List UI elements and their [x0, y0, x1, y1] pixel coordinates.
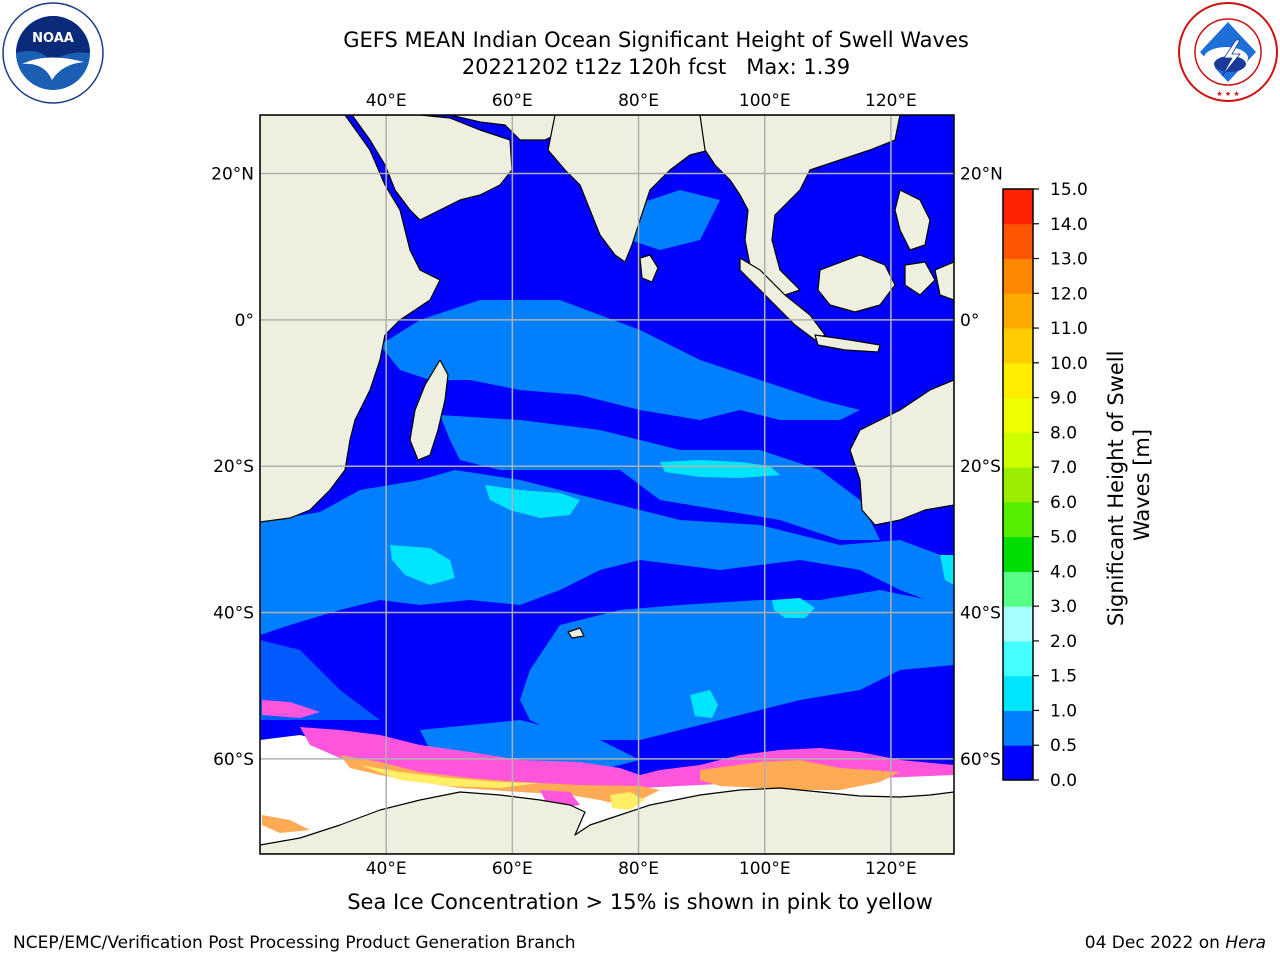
colorbar-segment-11 — [1003, 362, 1033, 399]
colorbar-segment-6 — [1003, 536, 1033, 572]
chart-title: GEFS MEAN Indian Ocean Significant Heigh… — [343, 28, 969, 52]
colorbar-label-13: 11.0 — [1050, 319, 1088, 339]
colorbar-label-15: 13.0 — [1050, 250, 1088, 270]
lat-label-left--60: 60°S — [213, 750, 254, 770]
colorbar-label-4: 2.0 — [1050, 632, 1077, 652]
colorbar-segment-5 — [1003, 571, 1033, 607]
land-sulawesi — [904, 261, 936, 296]
colorbar-label-2: 1.0 — [1050, 701, 1077, 721]
graticule — [260, 115, 954, 854]
colorbar-label-11: 9.0 — [1050, 389, 1077, 409]
lon-label-top-60: 60°E — [492, 91, 533, 111]
colorbar — [1002, 188, 1034, 781]
land-borneo — [817, 254, 896, 313]
lon-labels-bottom: 40°E 60°E 80°E 100°E 120°E — [366, 859, 917, 879]
colorbar-segment-9 — [1003, 432, 1033, 468]
land-new-guinea — [934, 261, 954, 301]
lat-label-right-20: 20°N — [960, 165, 1003, 185]
lat-label-left--40: 40°S — [213, 604, 254, 624]
run-date: 04 Dec 2022 on Hera — [1085, 933, 1266, 953]
colorbar-segment-13 — [1003, 293, 1033, 329]
lon-label-bottom-60: 60°E — [492, 859, 533, 879]
colorbar-label-6: 4.0 — [1050, 562, 1077, 582]
colorbar-label-0: 0.0 — [1050, 771, 1077, 791]
colorbar-segment-16 — [1003, 189, 1033, 225]
land-antarctica — [260, 787, 954, 854]
lat-label-right-0: 0° — [960, 311, 979, 331]
lon-label-top-120: 120°E — [865, 91, 917, 111]
lon-label-bottom-120: 120°E — [865, 859, 917, 879]
colorbar-frame — [1002, 188, 1034, 781]
lat-label-left-0: 0° — [235, 311, 254, 331]
lon-label-bottom-80: 80°E — [618, 859, 659, 879]
nws-logo: ★ ★ ★ — [1178, 2, 1278, 102]
colorbar-label-1: 0.5 — [1050, 736, 1077, 756]
colorbar-title-line1: Significant Height of Swell — [1104, 351, 1128, 627]
colorbar-labels: 0.0 0.5 1.0 1.5 2.0 3.0 4.0 5.0 6.0 7.0 8.0 9.0 10.0… — [1033, 180, 1088, 791]
noaa-logo: NOAA — [2, 2, 104, 104]
map-frame — [259, 114, 955, 855]
colorbar-segment-4 — [1003, 606, 1033, 642]
land-india — [547, 115, 721, 263]
colorbar-segment-15 — [1003, 223, 1033, 260]
land-madagascar — [409, 359, 449, 461]
lat-label-left-20: 20°N — [211, 165, 254, 185]
map-area — [260, 115, 954, 854]
land-kerguelen — [567, 627, 585, 639]
colorbar-segment-1 — [1003, 710, 1033, 746]
colorbar-label-10: 8.0 — [1050, 423, 1077, 443]
colorbar-segment-2 — [1003, 675, 1033, 711]
land-java — [814, 334, 881, 353]
land-masses — [260, 115, 954, 854]
colorbar-title: Significant Height of Swell Waves [m] — [1104, 344, 1154, 626]
lon-label-bottom-100: 100°E — [739, 859, 791, 879]
chart-subtitle: 20221202 t12z 120h fcst Max: 1.39 — [461, 55, 851, 79]
colorbar-segment-12 — [1003, 328, 1033, 364]
colorbar-title-line2: Waves [m] — [1130, 429, 1154, 541]
lat-labels-left: 20°N 0° 20°S 40°S 60°S — [211, 165, 254, 770]
colorbar-segment-3 — [1003, 640, 1033, 677]
lat-label-right--20: 20°S — [960, 457, 1001, 477]
swell-band-1-0 — [390, 460, 954, 718]
credit-text: NCEP/EMC/Verification Post Processing Pr… — [13, 933, 576, 953]
colorbar-label-16: 14.0 — [1050, 215, 1088, 235]
run-host: Hera — [1225, 933, 1266, 953]
colorbar-label-5: 3.0 — [1050, 597, 1077, 617]
lat-label-right--60: 60°S — [960, 750, 1001, 770]
land-philippines — [894, 189, 931, 251]
lon-label-top-40: 40°E — [366, 91, 407, 111]
land-sri-lanka — [639, 254, 659, 283]
colorbar-label-3: 1.5 — [1050, 667, 1077, 687]
lat-labels-right: 20°N 0° 20°S 40°S 60°S — [960, 165, 1003, 770]
lon-label-bottom-40: 40°E — [366, 859, 407, 879]
lat-label-right--40: 40°S — [960, 604, 1001, 624]
noaa-logo-text: NOAA — [32, 31, 74, 46]
colorbar-label-14: 12.0 — [1050, 284, 1088, 304]
land-southeast-asia — [699, 115, 901, 296]
run-date-text: 04 Dec 2022 on — [1084, 933, 1220, 953]
land-arabia — [351, 115, 513, 221]
colorbar-label-8: 6.0 — [1050, 493, 1077, 513]
land-australia — [849, 379, 954, 526]
swell-band-0-5 — [260, 190, 954, 770]
sea-ice-caption: Sea Ice Concentration > 15% is shown in … — [347, 890, 933, 914]
colorbar-segment-8 — [1003, 467, 1033, 503]
lat-label-left--20: 20°S — [213, 457, 254, 477]
land-africa — [260, 115, 441, 523]
colorbar-segment-14 — [1003, 258, 1033, 294]
colorbar-label-12: 10.0 — [1050, 354, 1088, 374]
colorbar-segment-10 — [1003, 397, 1033, 433]
colorbar-segment-0 — [1003, 745, 1033, 781]
svg-text:★ ★ ★: ★ ★ ★ — [1216, 90, 1239, 98]
colorbar-label-17: 15.0 — [1050, 180, 1088, 200]
lon-label-top-100: 100°E — [739, 91, 791, 111]
lon-labels-top: 40°E 60°E 80°E 100°E 120°E — [366, 91, 917, 111]
colorbar-segment-7 — [1003, 501, 1033, 538]
lon-label-top-80: 80°E — [618, 91, 659, 111]
colorbar-label-7: 5.0 — [1050, 528, 1077, 548]
colorbar-label-9: 7.0 — [1050, 458, 1077, 478]
